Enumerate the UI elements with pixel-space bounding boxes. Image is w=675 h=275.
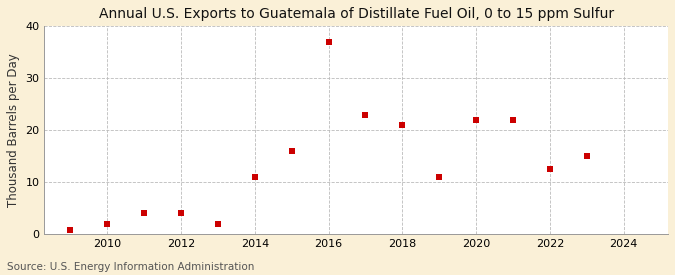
Point (470, 117, 481, 122)
Point (508, 117, 518, 122)
Y-axis label: Thousand Barrels per Day: Thousand Barrels per Day (7, 53, 20, 207)
Point (286, 149, 297, 153)
Point (249, 175, 260, 179)
Title: Annual U.S. Exports to Guatemala of Distillate Fuel Oil, 0 to 15 ppm Sulfur: Annual U.S. Exports to Guatemala of Dist… (99, 7, 614, 21)
Point (102, 221, 113, 226)
Point (323, 40, 334, 44)
Point (434, 175, 445, 179)
Point (213, 221, 223, 226)
Point (545, 167, 556, 171)
Text: Source: U.S. Energy Information Administration: Source: U.S. Energy Information Administ… (7, 262, 254, 272)
Point (581, 154, 592, 158)
Point (28, 228, 39, 232)
Point (138, 211, 149, 215)
Point (397, 123, 408, 127)
Point (65, 228, 76, 232)
Point (360, 112, 371, 117)
Point (176, 211, 186, 215)
